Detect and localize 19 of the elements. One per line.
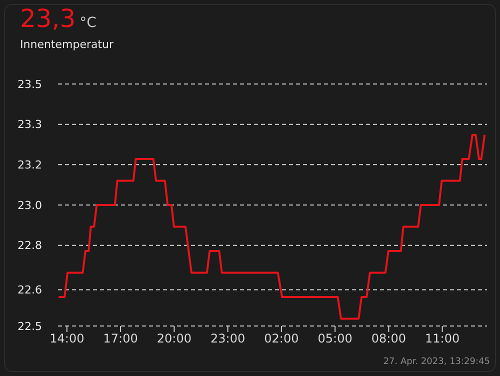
line-series — [58, 134, 486, 320]
chart-title: 23,3 °C — [20, 4, 96, 33]
y-tick-label: 22.5 — [18, 320, 42, 333]
y-tick-label: 23.5 — [18, 78, 42, 91]
y-tick-label: 22.8 — [18, 239, 42, 252]
x-tick-label: 02:00 — [264, 332, 299, 346]
x-tick-label: 23:00 — [210, 332, 246, 346]
x-tick-label: 20:00 — [156, 332, 192, 346]
y-tick-label: 23.0 — [18, 198, 42, 212]
y-tick-label: 22.6 — [18, 284, 42, 297]
x-tick-label: 05:00 — [318, 332, 352, 346]
y-tick-label: 23.3 — [18, 118, 42, 132]
y-tick-label: 23.2 — [18, 158, 42, 172]
chart-subtitle: Innentemperatur — [20, 38, 114, 51]
x-tick-label: 14:00 — [50, 332, 84, 346]
x-tick-label: 11:00 — [425, 332, 460, 346]
x-tick-label: 17:00 — [103, 332, 138, 346]
x-tick-label: 08:00 — [371, 332, 406, 346]
text: 27. Apr. 2023, 13:29:45 — [383, 357, 490, 367]
